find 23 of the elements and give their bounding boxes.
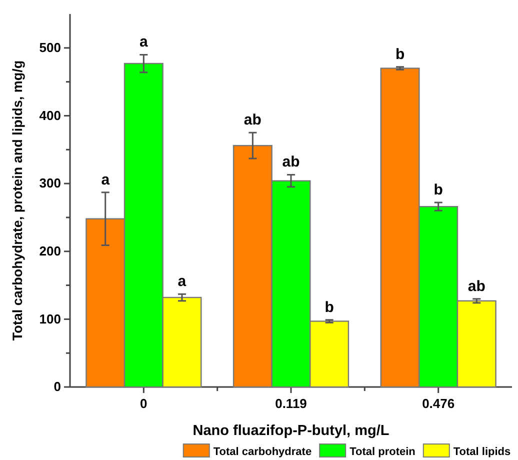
annotation: a (101, 171, 110, 188)
x-tick-label: 0.476 (422, 396, 455, 412)
y-tick-label: 300 (39, 176, 61, 191)
annotation: ab (282, 154, 300, 171)
annotation: a (139, 34, 148, 51)
legend-label: Total protein (350, 446, 416, 458)
y-tick-label: 100 (39, 311, 61, 326)
y-tick-label: 0 (54, 379, 61, 394)
legend-label: Total carbohydrate (213, 446, 312, 458)
y-tick-label: 500 (39, 40, 61, 56)
y-tick-label: 200 (39, 244, 61, 259)
y-axis-title: Total carbohydrate, protein and lipids, mg/g (10, 60, 25, 341)
annotation: b (434, 182, 443, 199)
annotation: ab (468, 278, 486, 295)
legend-label: Total lipids (453, 446, 511, 458)
x-tick-label: 0.119 (275, 396, 307, 412)
annotation: ab (244, 112, 262, 129)
annotation: a (178, 273, 187, 290)
x-tick-label: 0 (140, 396, 148, 412)
y-tick-label: 400 (39, 108, 61, 123)
annotation: b (395, 46, 405, 63)
annotation: b (324, 298, 334, 316)
x-axis-title: Nano fluazifop-P-butyl, mg/L (192, 423, 390, 439)
